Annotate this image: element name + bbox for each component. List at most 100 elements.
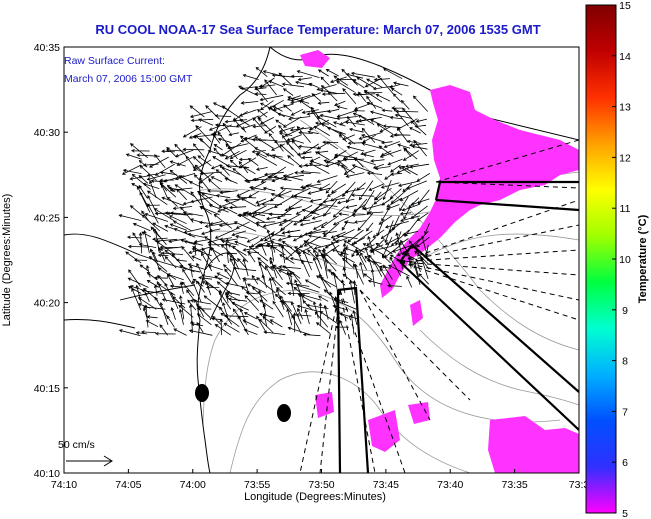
current-vector <box>351 193 375 197</box>
current-vector <box>336 311 349 319</box>
current-vector <box>282 88 294 96</box>
current-vector <box>158 246 166 262</box>
current-vector <box>312 300 319 319</box>
current-vector <box>201 281 214 288</box>
current-vector <box>373 197 383 205</box>
current-vector <box>287 96 310 104</box>
current-vector <box>222 122 231 133</box>
current-vector <box>149 156 169 168</box>
x-tick-label: 73:55 <box>244 479 270 491</box>
current-vector <box>307 130 319 135</box>
current-vector <box>214 324 232 336</box>
y-tick-label: 40:15 <box>34 383 60 395</box>
current-vector <box>303 236 321 247</box>
current-vector <box>148 256 168 272</box>
current-vector <box>249 186 266 191</box>
scale-arrow <box>66 455 113 467</box>
current-vector <box>413 264 421 286</box>
current-vector <box>207 189 231 193</box>
current-vector <box>240 124 256 130</box>
current-vector <box>288 116 311 121</box>
current-vector <box>128 269 141 287</box>
current-vector <box>242 247 259 252</box>
current-vector <box>352 79 365 89</box>
current-vector <box>198 276 213 280</box>
colorbar-tick-label: 9 <box>622 305 628 317</box>
current-vector <box>298 130 313 135</box>
current-vector <box>291 139 301 150</box>
current-vector <box>146 173 158 177</box>
current-vector <box>318 183 331 191</box>
current-vector <box>149 180 157 199</box>
current-vector <box>164 282 175 303</box>
current-vector <box>316 116 337 128</box>
current-vector <box>386 197 403 208</box>
current-vector <box>313 249 323 270</box>
colorbar-tick-label: 6 <box>622 457 628 469</box>
current-vector <box>294 80 313 86</box>
current-vector <box>260 243 267 256</box>
current-vector <box>272 300 284 318</box>
x-tick-label: 73:40 <box>437 479 463 491</box>
current-vector <box>256 315 267 334</box>
current-vector <box>179 265 195 273</box>
current-vector <box>317 69 329 77</box>
current-vector <box>356 76 375 89</box>
current-vector <box>235 221 250 229</box>
current-vector <box>424 244 429 257</box>
current-vector <box>193 174 203 184</box>
current-vector <box>386 204 400 210</box>
current-vector <box>309 160 328 167</box>
current-vector <box>298 100 314 110</box>
current-vector <box>282 116 302 128</box>
current-vector <box>135 331 148 335</box>
current-vector <box>131 173 151 190</box>
current-vector <box>169 160 186 167</box>
current-vector <box>348 127 364 133</box>
current-vector <box>247 158 259 167</box>
current-vector <box>224 268 239 287</box>
current-vector <box>242 74 259 80</box>
current-vector <box>264 79 277 96</box>
current-vector <box>286 308 293 326</box>
current-vector <box>352 279 357 295</box>
current-vector <box>262 303 267 317</box>
current-vector <box>269 319 283 328</box>
current-vector <box>302 250 312 271</box>
current-vector <box>207 243 229 247</box>
current-vector <box>234 240 249 248</box>
current-vector <box>189 105 205 118</box>
current-vector <box>390 87 403 96</box>
current-vector <box>401 166 418 176</box>
current-vector <box>363 273 373 281</box>
current-vector <box>210 176 223 183</box>
current-vector <box>351 164 375 174</box>
current-vector <box>315 322 331 335</box>
current-vector <box>182 147 205 152</box>
current-vector <box>225 199 238 208</box>
current-vector <box>296 151 312 156</box>
y-tick-label: 40:25 <box>34 212 60 224</box>
current-vector <box>272 154 294 166</box>
current-vector <box>353 157 376 166</box>
current-vector <box>327 108 340 113</box>
buoy-marker <box>277 404 291 422</box>
current-vector <box>376 123 394 135</box>
current-vector <box>224 177 238 184</box>
current-vector <box>372 85 393 91</box>
current-vector <box>358 132 382 140</box>
current-vector <box>363 90 383 103</box>
radar-radials <box>299 139 579 473</box>
x-axis-ticks: 74:10 74:05 74:00 73:55 73:50 73:45 73:40 73:35… <box>51 469 589 491</box>
current-vector <box>129 175 151 181</box>
current-vector <box>343 165 357 175</box>
current-vector <box>190 191 202 205</box>
current-vector <box>219 237 232 242</box>
current-vector <box>153 208 175 222</box>
current-vector <box>266 242 286 256</box>
current-vector <box>152 237 168 241</box>
current-vector <box>251 149 266 154</box>
current-vector <box>154 154 166 169</box>
current-vector <box>169 187 193 192</box>
current-vector <box>127 277 149 288</box>
